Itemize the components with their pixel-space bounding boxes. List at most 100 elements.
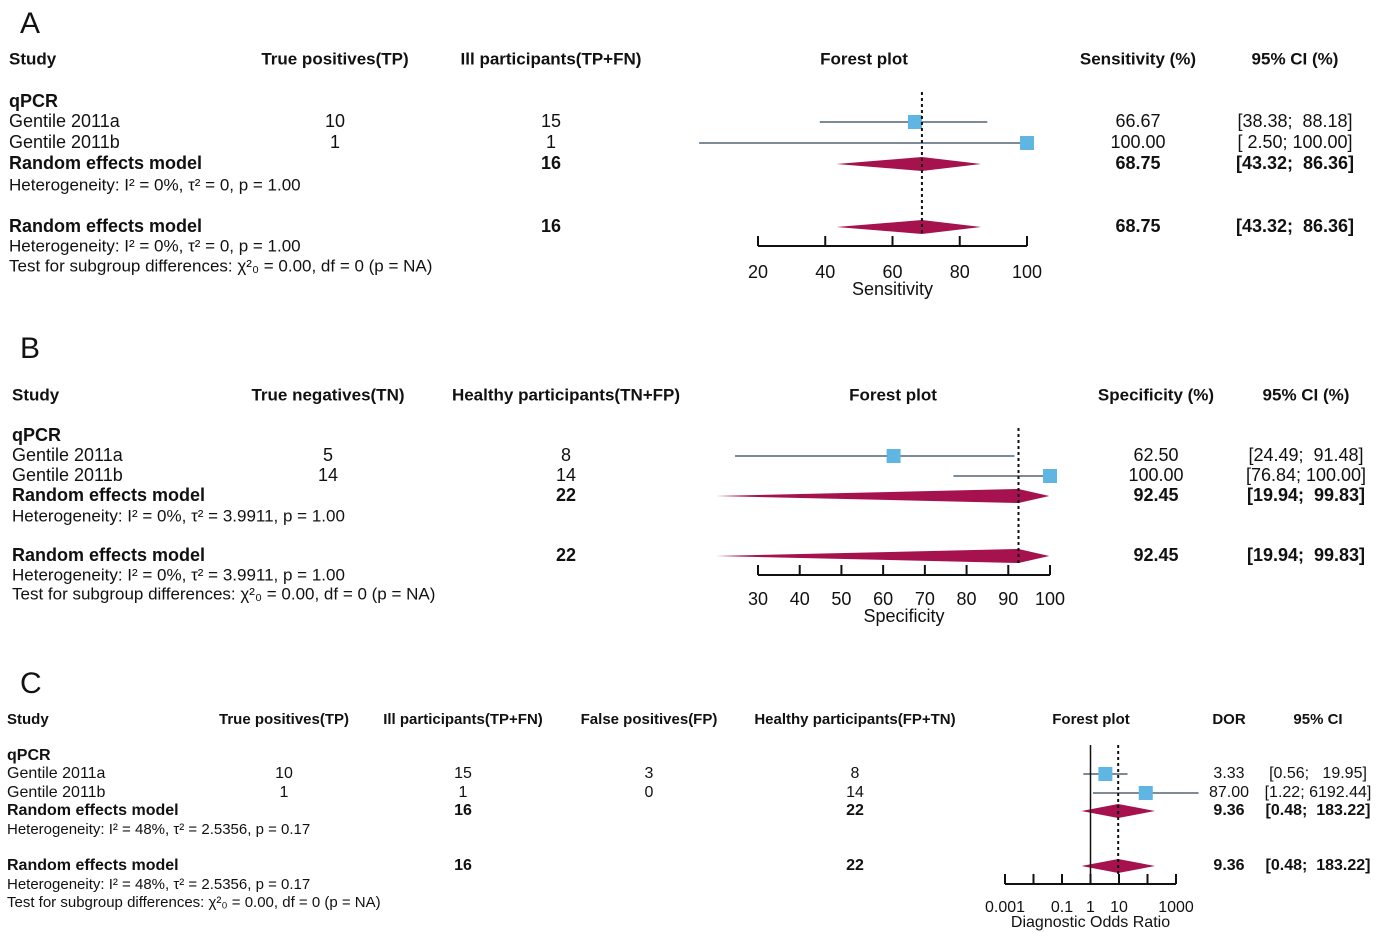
ci-label: [19.94; 99.83] [1247, 485, 1365, 505]
x-tick-label: 80 [957, 589, 977, 609]
count: 0 [645, 784, 654, 801]
column-header: DOR [1212, 711, 1246, 728]
ci-label: [76.84; 100.00] [1246, 465, 1366, 485]
x-axis-label: Sensitivity [852, 279, 933, 299]
column-header: Study [7, 711, 49, 728]
x-tick-label: 90 [998, 589, 1018, 609]
column-header: Forest plot [849, 385, 937, 404]
column-header: Forest plot [1052, 711, 1130, 728]
ci-label: [19.94; 99.83] [1247, 545, 1365, 565]
heterogeneity: Heterogeneity: I² = 0%, τ² = 0, p = 1.00 [9, 236, 301, 255]
column-header: True positives(TP) [219, 711, 349, 728]
column-header: False positives(FP) [581, 711, 718, 728]
count: 14 [318, 465, 338, 485]
estimate: 62.50 [1133, 445, 1178, 465]
estimate: 3.33 [1213, 765, 1244, 782]
column-header: True negatives(TN) [251, 385, 404, 404]
x-tick-label: 10 [1110, 899, 1128, 916]
panel-label: B [20, 332, 40, 365]
x-axis-label: Diagnostic Odds Ratio [1011, 914, 1170, 931]
x-tick-label: 1 [1086, 899, 1095, 916]
column-header: True positives(TP) [261, 49, 408, 68]
study-square [1138, 786, 1153, 800]
study-square [886, 449, 901, 463]
ci-label: [43.32; 86.36] [1236, 216, 1354, 236]
column-header: Healthy participants(TN+FP) [452, 385, 680, 404]
x-tick-label: 30 [748, 589, 768, 609]
estimate: 92.45 [1133, 485, 1178, 505]
estimate: 9.36 [1213, 857, 1244, 874]
total: 16 [541, 216, 561, 236]
count: 5 [323, 445, 333, 465]
column-header: Study [12, 385, 60, 404]
study-name: Gentile 2011a [7, 765, 106, 782]
heterogeneity: Heterogeneity: I² = 48%, τ² = 2.5356, p … [7, 821, 310, 838]
column-header: Forest plot [820, 49, 908, 68]
x-axis-label: Specificity [863, 606, 944, 626]
ci-label: [38.38; 88.18] [1237, 111, 1352, 131]
model-name: Random effects model [9, 153, 202, 173]
column-header: Ill participants(TP+FN) [383, 711, 543, 728]
count: 3 [645, 765, 654, 782]
subgroup-test: Test for subgroup differences: χ²₀ = 0.0… [7, 894, 381, 911]
ci-label: [0.56; 19.95] [1269, 765, 1367, 782]
heterogeneity: Heterogeneity: I² = 48%, τ² = 2.5356, p … [7, 876, 310, 893]
column-header: Sensitivity (%) [1080, 49, 1196, 68]
x-tick-label: 80 [950, 262, 970, 282]
count: 10 [325, 111, 345, 131]
study-square [1020, 136, 1034, 150]
subgroup-test: Test for subgroup differences: χ²₀ = 0.0… [12, 584, 435, 603]
column-header: Healthy participants(FP+TN) [754, 711, 955, 728]
x-tick-label: 60 [882, 262, 902, 282]
ci-label: [43.32; 86.36] [1236, 153, 1354, 173]
x-tick-label: 40 [790, 589, 810, 609]
x-tick-label: 70 [915, 589, 935, 609]
count: 1 [330, 132, 340, 152]
estimate: 100.00 [1128, 465, 1183, 485]
estimate: 66.67 [1115, 111, 1160, 131]
ci-label: [24.49; 91.48] [1248, 445, 1363, 465]
pooled-diamond [836, 220, 982, 234]
column-header: Ill participants(TP+FN) [461, 49, 642, 68]
estimate: 100.00 [1110, 132, 1165, 152]
count: 14 [846, 784, 864, 801]
column-header: Study [9, 49, 57, 68]
total: 16 [454, 857, 472, 874]
study-name: Gentile 2011a [9, 111, 121, 131]
study-name: Gentile 2011b [12, 465, 123, 485]
estimate: 68.75 [1115, 216, 1160, 236]
count: 1 [546, 132, 556, 152]
estimate: 92.45 [1133, 545, 1178, 565]
study-square [1098, 767, 1113, 781]
group-label: qPCR [7, 747, 51, 764]
model-name: Random effects model [9, 216, 202, 236]
x-tick-label: 100 [1012, 262, 1042, 282]
column-header: 95% CI (%) [1252, 49, 1339, 68]
ci-label: [0.48; 183.22] [1266, 802, 1371, 819]
x-tick-label: 20 [748, 262, 768, 282]
study-square [907, 115, 922, 129]
pooled-diamond [716, 489, 1050, 503]
x-tick-label: 1000 [1158, 899, 1194, 916]
estimate: 9.36 [1213, 802, 1244, 819]
total: 22 [556, 485, 576, 505]
ci-label: [1.22; 6192.44] [1265, 784, 1372, 801]
model-name: Random effects model [7, 802, 179, 819]
model-name: Random effects model [12, 545, 205, 565]
column-header: Specificity (%) [1098, 385, 1214, 404]
study-name: Gentile 2011b [7, 784, 106, 801]
model-name: Random effects model [12, 485, 205, 505]
estimate: 68.75 [1115, 153, 1160, 173]
estimate: 87.00 [1209, 784, 1249, 801]
group-label: qPCR [9, 91, 58, 111]
x-tick-label: 60 [873, 589, 893, 609]
model-name: Random effects model [7, 857, 179, 874]
count: 15 [454, 765, 472, 782]
count: 10 [275, 765, 293, 782]
study-square [1043, 469, 1057, 483]
x-tick-label: 0.001 [985, 899, 1025, 916]
subgroup-test: Test for subgroup differences: χ²₀ = 0.0… [9, 256, 432, 275]
ci-label: [0.48; 183.22] [1266, 857, 1371, 874]
total: 16 [454, 802, 472, 819]
